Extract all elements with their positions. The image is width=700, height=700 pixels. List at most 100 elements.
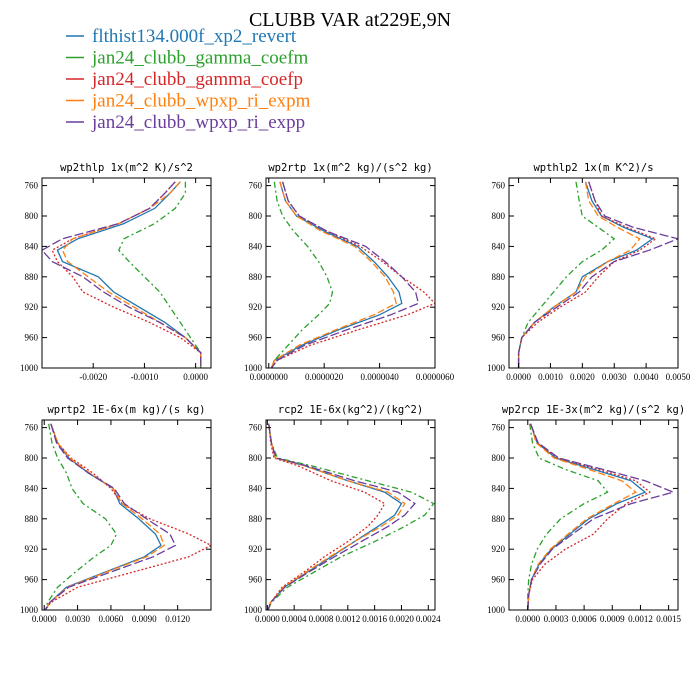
x-tick-label: 0.0000060: [416, 372, 455, 382]
plot-frame: [265, 419, 436, 611]
series-line: [517, 181, 641, 368]
series-line: [42, 181, 202, 368]
series-group: [267, 423, 435, 610]
x-tick-label: -0.0010: [131, 372, 159, 382]
x-tick-label: 0.0012: [335, 614, 360, 624]
x-tick-label: 0.0000: [32, 614, 57, 624]
x-tick-label: 0.0000: [515, 614, 540, 624]
series-line: [527, 423, 676, 610]
y-tick-label: 800: [492, 453, 506, 463]
x-tick-label: 0.0000: [255, 614, 280, 624]
x-tick-label: 0.0030: [602, 372, 627, 382]
y-tick-label: 960: [492, 575, 506, 585]
y-tick-label: 760: [249, 423, 263, 433]
x-tick-label: 0.0000020: [305, 372, 344, 382]
y-tick-label: 1000: [487, 605, 506, 615]
y-tick-label: 960: [25, 575, 39, 585]
y-tick-label: 960: [492, 333, 506, 343]
y-tick-label: 840: [492, 483, 506, 493]
x-tick-label: 0.0015: [656, 614, 681, 624]
legend-label: jan24_clubb_wpxp_ri_expp: [91, 112, 305, 133]
panel-title: wp2thlp 1x(m^2 K)/s^2: [60, 162, 193, 174]
series-group: [527, 423, 676, 610]
y-tick-label: 1000: [244, 605, 263, 615]
series-line: [267, 423, 386, 610]
series-line: [44, 423, 177, 610]
y-tick-label: 760: [492, 423, 506, 433]
legend: flthist134.000f_xp2_revertjan24_clubb_ga…: [66, 26, 311, 133]
panel-title: rcp2 1E-6x(kg^2)/(kg^2): [278, 404, 423, 416]
y-tick-label: 1000: [20, 605, 39, 615]
y-tick-label: 920: [249, 544, 263, 554]
x-tick-label: 0.0020: [389, 614, 414, 624]
series-line: [270, 181, 334, 368]
x-tick-label: 0.0000: [506, 372, 531, 382]
x-tick-label: 0.0050: [666, 372, 691, 382]
x-tick-label: 0.0000040: [360, 372, 399, 382]
x-tick-label: 0.0000000: [250, 372, 289, 382]
x-tick-label: 0.0030: [65, 614, 90, 624]
y-tick-label: 880: [492, 514, 506, 524]
legend-label: flthist134.000f_xp2_revert: [92, 26, 297, 47]
series-line: [527, 423, 609, 610]
series-line: [118, 181, 202, 368]
x-tick-label: 0.0020: [570, 372, 595, 382]
x-tick-label: 0.0016: [362, 614, 387, 624]
chart-panel: wp2rcp 1E-3x(m^2 kg)/(s^2 kg) 760 800 840 88…: [487, 404, 685, 624]
x-tick-label: 0.0004: [282, 614, 307, 624]
legend-label: jan24_clubb_gamma_coefp: [91, 69, 303, 90]
chart-panel: rcp2 1E-6x(kg^2)/(kg^2) 760 800 840 880 920 96…: [244, 404, 441, 624]
legend-label: jan24_clubb_wpxp_ri_expm: [91, 91, 311, 112]
y-tick-label: 840: [25, 483, 39, 493]
series-line: [51, 181, 202, 368]
x-tick-label: 0.0008: [309, 614, 334, 624]
legend-item: jan24_clubb_wpxp_ri_expp: [66, 112, 305, 133]
chart-panels: wp2thlp 1x(m^2 K)/s^2 760 800 840 880 920 960 1…: [20, 162, 691, 624]
panel-title: wpthlp2 1x(m K^2)/s: [533, 162, 653, 174]
series-line: [270, 181, 397, 368]
y-tick-label: 1000: [20, 363, 39, 373]
x-tick-label: 0.0024: [416, 614, 441, 624]
series-line: [61, 181, 202, 368]
legend-label: jan24_clubb_gamma_coefm: [91, 48, 309, 69]
series-line: [267, 423, 435, 610]
x-tick-label: 0.0040: [634, 372, 659, 382]
series-line: [517, 181, 616, 368]
y-tick-label: 880: [249, 272, 263, 282]
plot-frame: [265, 177, 436, 369]
series-line: [44, 423, 166, 610]
legend-item: jan24_clubb_gamma_coefm: [66, 48, 309, 69]
y-tick-label: 960: [249, 575, 263, 585]
y-tick-label: 800: [249, 453, 263, 463]
y-tick-label: 840: [249, 241, 263, 251]
plot-frame: [41, 419, 212, 611]
plot-frame: [508, 177, 679, 369]
series-line: [267, 423, 403, 610]
y-tick-label: 840: [25, 241, 39, 251]
series-line: [270, 181, 435, 368]
legend-item: flthist134.000f_xp2_revert: [66, 26, 297, 47]
chart-panel: wp2rtp 1x(m^2 kg)/(s^2 kg) 760 800 840 880 92…: [244, 162, 455, 382]
x-tick-label: 0.0000: [183, 372, 208, 382]
y-tick-label: 1000: [244, 363, 263, 373]
plot-frame: [508, 419, 679, 611]
y-tick-label: 880: [492, 272, 506, 282]
y-tick-label: 920: [492, 302, 506, 312]
y-tick-label: 800: [25, 211, 39, 221]
y-tick-label: 760: [492, 181, 506, 191]
series-group: [44, 423, 211, 610]
x-tick-label: -0.0020: [79, 372, 107, 382]
series-line: [270, 181, 420, 368]
panel-title: wp2rtp 1x(m^2 kg)/(s^2 kg): [268, 162, 432, 174]
series-line: [270, 181, 403, 368]
series-group: [42, 181, 202, 368]
y-tick-label: 840: [492, 241, 506, 251]
series-line: [44, 423, 211, 610]
x-tick-label: 0.0003: [544, 614, 569, 624]
y-tick-label: 760: [249, 181, 263, 191]
series-line: [44, 423, 118, 610]
y-tick-label: 760: [25, 423, 39, 433]
panel-title: wprtp2 1E-6x(m kg)/(s kg): [47, 404, 205, 416]
x-tick-label: 0.0006: [572, 614, 597, 624]
